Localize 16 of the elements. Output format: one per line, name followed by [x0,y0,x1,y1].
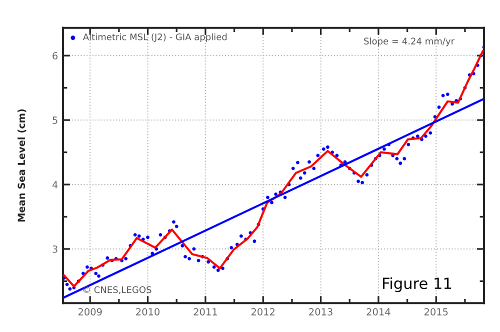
x-tick-label: 2009 [78,308,102,316]
x-tick-label: 2010 [136,308,160,316]
y-axis-title: Mean Sea Level (cm) [18,109,26,222]
annotation: © CNES,LEGOS [83,286,152,294]
y-tick-label: 4 [52,181,58,188]
y-tick-label: 6 [52,52,58,60]
legend-label: Altimetric MSL (J2) - GIA applied [82,33,227,42]
x-tick-label: 2015 [424,308,448,316]
x-tick-label: 2011 [194,308,217,316]
x-tick-label: 2014 [366,308,390,316]
annotation: Slope = 4.24 mm/yr [364,38,455,46]
x-tick-label: 2013 [309,308,332,316]
y-tick-label: 3 [52,245,58,253]
y-tick-label: 5 [52,116,58,124]
x-tick-label: 2012 [251,308,275,316]
annotation: Figure 11 [382,277,452,292]
